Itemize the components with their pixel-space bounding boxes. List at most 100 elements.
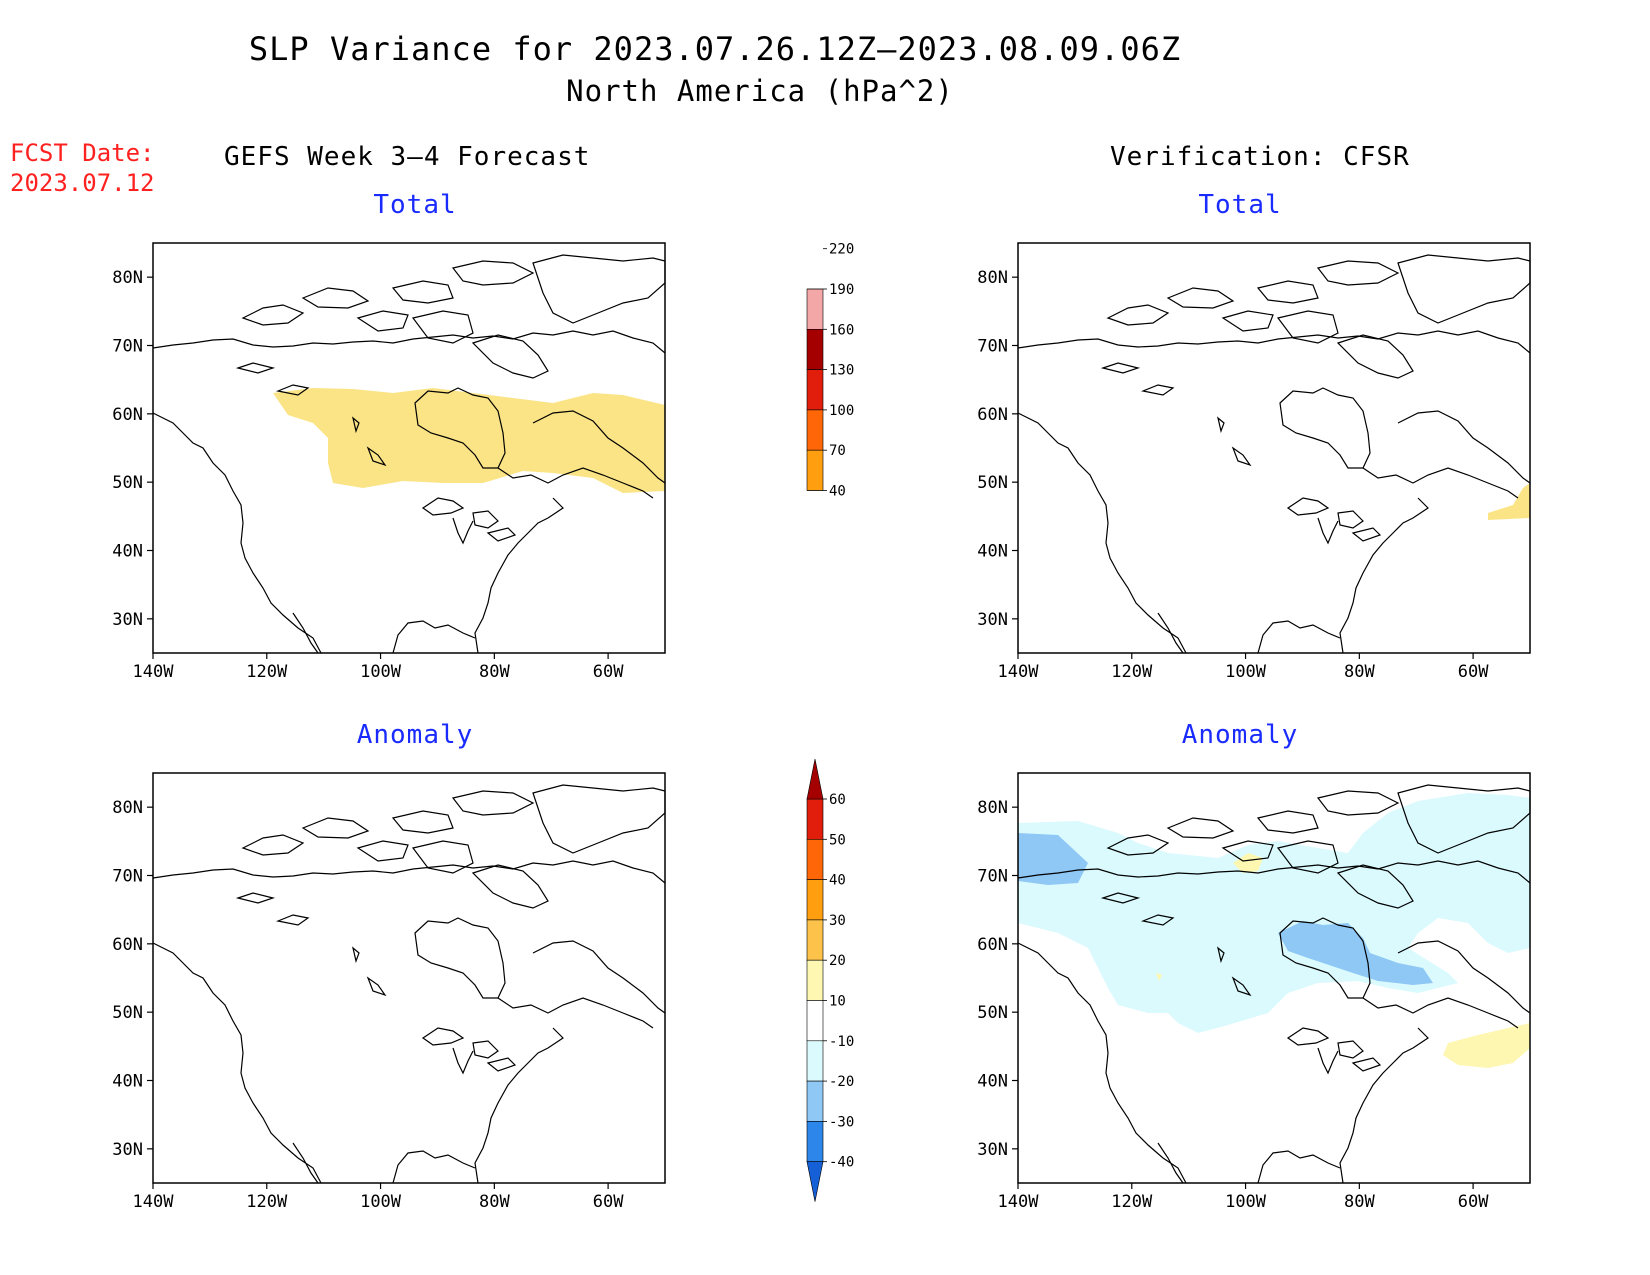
lat-tick-label: 50N [977, 473, 1008, 493]
lon-tick-label: 80W [1344, 662, 1375, 682]
lat-tick-label: 30N [977, 610, 1008, 630]
colorbar-label: 50 [829, 832, 846, 848]
colorbar-label: 40 [829, 873, 846, 889]
lon-tick-label: 100W [360, 1192, 402, 1212]
lon-tick-label: 60W [593, 1192, 624, 1212]
shade-verification-anomaly-4 [1443, 1023, 1530, 1068]
lat-tick-label: 80N [112, 268, 143, 288]
lon-tick-label: 60W [593, 662, 624, 682]
shade-verification-anomaly-3 [1233, 853, 1263, 873]
panel-forecast-anomaly: 80N 70N 60N 50N 40N 30N 140W 120W 100W 80W 60W [112, 772, 666, 1212]
lon-tick-label: 80W [1344, 1192, 1375, 1212]
panel-frame [1017, 242, 1531, 654]
anomaly-colorbar: -40 -30 -20 -10 10 20 30 40 50 60 [806, 758, 854, 1202]
colorbar-segment [806, 1040, 824, 1082]
fcst-date-block: FCST Date: 2023.07.12 [10, 138, 155, 198]
lon-tick-label: 100W [360, 662, 402, 682]
shade-forecast-total-0 [273, 388, 665, 493]
main-subtitle: North America (hPa^2) [566, 74, 954, 108]
colorbar-label: -40 [829, 1155, 854, 1171]
lon-tick-label: 100W [1225, 1192, 1267, 1212]
lat-tick-label: 30N [112, 1140, 143, 1160]
colorbar-label: 60 [829, 792, 846, 808]
lon-tick-label: 60W [1458, 1192, 1489, 1212]
lat-tick-label: 80N [977, 798, 1008, 818]
panel-title-verification-total: Total [1198, 190, 1282, 220]
fcst-date-label: FCST Date: [10, 139, 155, 167]
lat-tick-label: 60N [977, 405, 1008, 425]
colorbar-segment [806, 449, 824, 491]
lat-tick-label: 70N [977, 337, 1008, 357]
lat-tick-label: 30N [977, 1140, 1008, 1160]
lat-tick-label: 40N [112, 542, 143, 562]
shade-verification-anomaly-1 [1018, 833, 1088, 885]
colorbar-segment [806, 798, 824, 840]
lat-tick-label: 70N [977, 867, 1008, 887]
verification-header: Verification: CFSR [1110, 142, 1410, 172]
lon-tick-label: 120W [246, 1192, 288, 1212]
colorbar-label: 130 [829, 363, 854, 379]
lon-tick-label: 140W [998, 1192, 1040, 1212]
colorbar-label: 190 [829, 282, 854, 298]
colorbar-top-arrow [806, 758, 824, 800]
colorbar-segment [806, 1121, 824, 1163]
lat-tick-label: 60N [977, 935, 1008, 955]
shade-verification-anomaly-2 [1278, 921, 1433, 985]
lat-tick-label: 60N [112, 405, 143, 425]
panel-forecast-total: 80N 70N 60N 50N 40N 30N 140W 120W 100W 80W 60W [112, 242, 666, 682]
lon-tick-label: 100W [1225, 662, 1267, 682]
colorbar-label: 20 [829, 953, 846, 969]
colorbar-segment [806, 369, 824, 411]
colorbar-segment [806, 288, 824, 330]
lat-tick-label: 40N [977, 542, 1008, 562]
panel-title-verification-anomaly: Anomaly [1181, 720, 1299, 750]
lat-tick-label: 70N [112, 337, 143, 357]
colorbar-label: -30 [829, 1114, 854, 1130]
lat-tick-label: 50N [112, 1003, 143, 1023]
lat-tick-label: 40N [977, 1072, 1008, 1092]
colorbar-segment [806, 409, 824, 451]
lon-tick-label: 60W [1458, 662, 1489, 682]
lat-tick-label: 50N [112, 473, 143, 493]
colorbar-label: -10 [829, 1034, 854, 1050]
panel-title-forecast-total: Total [373, 190, 457, 220]
colorbar-segment [806, 1000, 824, 1042]
colorbar-segment [806, 879, 824, 921]
lon-tick-label: 140W [133, 662, 175, 682]
colorbar-segment [806, 838, 824, 880]
colorbar-label: 100 [829, 403, 854, 419]
panel-frame [152, 242, 666, 654]
shade-verification-total-0 [1488, 483, 1530, 520]
shade-verification-anomaly-5 [1156, 973, 1162, 981]
lon-tick-label: 140W [998, 662, 1040, 682]
forecast-header: GEFS Week 3–4 Forecast [224, 142, 591, 172]
lon-tick-label: 140W [133, 1192, 175, 1212]
colorbar-label: 40 [829, 484, 846, 500]
lat-tick-label: 40N [112, 1072, 143, 1092]
lon-tick-label: 120W [1111, 1192, 1153, 1212]
panel-frame [152, 772, 666, 1184]
panel-verification-total: 80N 70N 60N 50N 40N 30N 140W 120W 100W 80W 60W [977, 242, 1531, 682]
lat-tick-label: 80N [112, 798, 143, 818]
colorbar-label: 30 [829, 913, 846, 929]
lat-tick-label: 30N [112, 610, 143, 630]
total-colorbar: 40 70 100 130 160 190 220 [806, 242, 854, 500]
fcst-date-value: 2023.07.12 [10, 169, 155, 197]
colorbar-label: 220 [829, 242, 854, 258]
lon-tick-label: 120W [246, 662, 288, 682]
lat-tick-label: 50N [977, 1003, 1008, 1023]
colorbar-segment [806, 328, 824, 370]
lat-tick-label: 80N [977, 268, 1008, 288]
panel-title-forecast-anomaly: Anomaly [356, 720, 474, 750]
main-title: SLP Variance for 2023.07.26.12Z–2023.08.… [248, 30, 1182, 68]
panel-verification-anomaly: 80N 70N 60N 50N 40N 30N 140W 120W 100W 80W 60W [977, 772, 1531, 1212]
colorbar-label: 10 [829, 994, 846, 1010]
lon-tick-label: 80W [479, 662, 510, 682]
panel-frame [1017, 772, 1531, 1184]
colorbar-segment [806, 1080, 824, 1122]
lon-tick-label: 120W [1111, 662, 1153, 682]
colorbar-label: 70 [829, 443, 846, 459]
colorbar-bottom-arrow [806, 1161, 824, 1202]
colorbar-label: -20 [829, 1074, 854, 1090]
